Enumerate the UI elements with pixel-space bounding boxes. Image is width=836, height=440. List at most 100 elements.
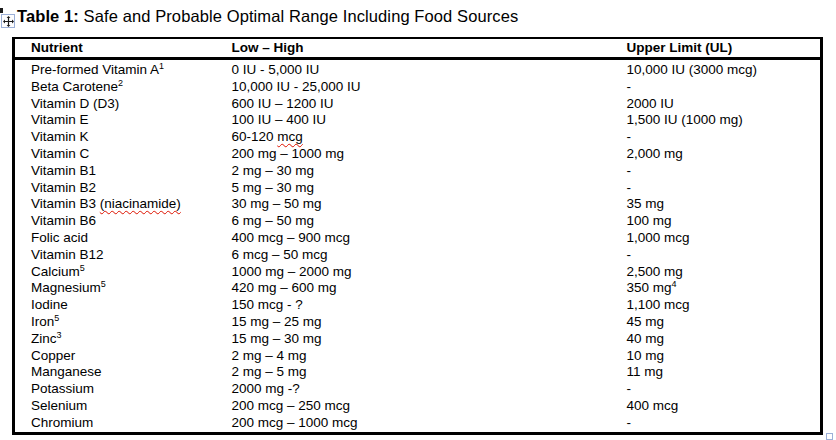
table-row: Pre-formed Vitamin A10 IU - 5,000 IU10,0… — [14, 59, 822, 79]
range-value: 1000 mg – 2000 mg — [232, 264, 352, 279]
range-value: 6 mg – 50 mg — [232, 213, 315, 228]
cell-upper-limit: 1,500 IU (1000 mg) — [627, 112, 822, 129]
cell-nutrient: Manganese — [14, 364, 232, 381]
cell-low-high: 150 mcg - ? — [232, 297, 627, 314]
cell-upper-limit: 2000 IU — [627, 96, 822, 113]
footnote-superscript: 3 — [57, 329, 62, 339]
upper-limit-value: 350 mg — [627, 280, 672, 295]
upper-limit-value: 10,000 IU (3000 mcg) — [627, 62, 758, 77]
nutrient-name: Vitamin B12 — [31, 247, 104, 262]
upper-limit-value: - — [627, 79, 632, 94]
cell-upper-limit: - — [627, 415, 822, 433]
move-icon — [3, 16, 14, 27]
cell-upper-limit: - — [627, 129, 822, 146]
table-row: Beta Carotene210,000 IU - 25,000 IU- — [14, 79, 822, 96]
cell-nutrient: Vitamin C — [14, 146, 232, 163]
upper-limit-value: 1,500 IU (1000 mg) — [627, 112, 743, 127]
table-move-handle[interactable] — [1, 14, 15, 28]
cell-low-high: 1000 mg – 2000 mg — [232, 264, 627, 281]
cell-nutrient: Vitamin B6 — [14, 213, 232, 230]
cell-upper-limit: 2,500 mg — [627, 264, 822, 281]
range-value: 2 mg – 4 mg — [232, 348, 307, 363]
cell-nutrient: Vitamin B3 (niacinamide) — [14, 196, 232, 213]
table-row: Vitamin B25 mg – 30 mg- — [14, 180, 822, 197]
cell-nutrient: Vitamin E — [14, 112, 232, 129]
cell-low-high: 0 IU - 5,000 IU — [232, 59, 627, 79]
cell-upper-limit: 45 mg — [627, 314, 822, 331]
range-value: 2 mg – 5 mg — [232, 364, 307, 379]
table-resize-handle[interactable] — [826, 433, 833, 440]
table-row: Selenium200 mcg – 250 mcg400 mcg — [14, 398, 822, 415]
table-row: Vitamin C200 mg – 1000 mg2,000 mg — [14, 146, 822, 163]
cell-nutrient: Vitamin B12 — [14, 247, 232, 264]
cell-low-high: 15 mg – 30 mg — [232, 331, 627, 348]
cell-nutrient: Beta Carotene2 — [14, 79, 232, 96]
upper-limit-value: 2000 IU — [627, 96, 674, 111]
cell-upper-limit: 100 mg — [627, 213, 822, 230]
nutrient-name: Chromium — [31, 415, 93, 430]
misspelled-text: mcg — [277, 129, 303, 144]
upper-limit-value: - — [627, 247, 632, 262]
nutrient-name: Beta Carotene — [31, 79, 118, 94]
table-row: Vitamin B3 (niacinamide)30 mg – 50 mg 35 … — [14, 196, 822, 213]
footnote-superscript: 5 — [80, 262, 85, 272]
cell-nutrient: Iron5 — [14, 314, 232, 331]
cell-upper-limit: 35 mg — [627, 196, 822, 213]
cell-nutrient: Copper — [14, 348, 232, 365]
range-value: 60-120 — [232, 129, 278, 144]
nutrient-range-table: Nutrient Low – High Upper Limit (UL) Pre… — [12, 37, 823, 435]
cell-upper-limit: 400 mcg — [627, 398, 822, 415]
footnote-superscript: 2 — [118, 77, 123, 87]
upper-limit-value: 40 mg — [627, 331, 665, 346]
cell-nutrient: Vitamin B1 — [14, 163, 232, 180]
cell-upper-limit: - — [627, 247, 822, 264]
table-row: Manganese 2 mg – 5 mg 11 mg — [14, 364, 822, 381]
upper-limit-value: 1,000 mcg — [627, 230, 690, 245]
cell-low-high: 15 mg – 25 mg — [232, 314, 627, 331]
upper-limit-value: 400 mcg — [627, 398, 679, 413]
table-row: Zinc315 mg – 30 mg40 mg — [14, 331, 822, 348]
range-value: 30 mg – 50 mg — [232, 196, 322, 211]
table-row: Vitamin B66 mg – 50 mg 100 mg — [14, 213, 822, 230]
cell-upper-limit: 10 mg — [627, 348, 822, 365]
cell-low-high: 30 mg – 50 mg — [232, 196, 627, 213]
cell-low-high: 6 mg – 50 mg — [232, 213, 627, 230]
nutrient-name: Magnesium — [31, 280, 101, 295]
nutrient-name: Manganese — [31, 364, 102, 379]
nutrient-name: Pre-formed Vitamin A — [31, 62, 159, 77]
range-value: 100 IU – 400 IU — [232, 112, 327, 127]
nutrient-name: Copper — [31, 348, 75, 363]
cell-nutrient: Vitamin B2 — [14, 180, 232, 197]
cell-low-high: 2 mg – 30 mg — [232, 163, 627, 180]
range-value: 10,000 IU - 25,000 IU — [232, 79, 361, 94]
screen-edge-artifact — [0, 8, 3, 13]
cell-low-high: 400 mcg – 900 mcg — [232, 230, 627, 247]
cell-nutrient: Pre-formed Vitamin A1 — [14, 59, 232, 79]
upper-limit-value: - — [627, 381, 632, 396]
cell-upper-limit: 2,000 mg — [627, 146, 822, 163]
cell-upper-limit: 11 mg — [627, 364, 822, 381]
cell-low-high: 60-120 mcg — [232, 129, 627, 146]
upper-limit-value: 2,000 mg — [627, 146, 683, 161]
upper-limit-value: 11 mg — [627, 364, 664, 379]
cell-upper-limit: - — [627, 163, 822, 180]
col-header-nutrient: Nutrient — [14, 38, 232, 59]
range-value: 600 IU – 1200 IU — [232, 96, 334, 111]
cell-low-high: 420 mg – 600 mg — [232, 280, 627, 297]
nutrient-name: Vitamin C — [31, 146, 89, 161]
footnote-superscript: 5 — [54, 312, 59, 322]
table-row: Folic acid400 mcg – 900 mcg1,000 mcg — [14, 230, 822, 247]
table-row: Iron515 mg – 25 mg45 mg — [14, 314, 822, 331]
range-value: 150 mcg - ? — [232, 297, 303, 312]
cell-nutrient: Iodine — [14, 297, 232, 314]
nutrient-name: Vitamin B2 — [31, 180, 96, 195]
range-value: 200 mcg – 1000 mcg — [232, 415, 358, 430]
cell-nutrient: Chromium — [14, 415, 232, 433]
header-row: Nutrient Low – High Upper Limit (UL) — [14, 38, 822, 59]
cell-low-high: 200 mcg – 1000 mcg — [232, 415, 627, 433]
cell-upper-limit: 40 mg — [627, 331, 822, 348]
cell-low-high: 5 mg – 30 mg — [232, 180, 627, 197]
range-value: 5 mg – 30 mg — [232, 180, 315, 195]
cell-low-high: 2 mg – 4 mg — [232, 348, 627, 365]
table-caption-label: Table 1: — [17, 7, 79, 25]
